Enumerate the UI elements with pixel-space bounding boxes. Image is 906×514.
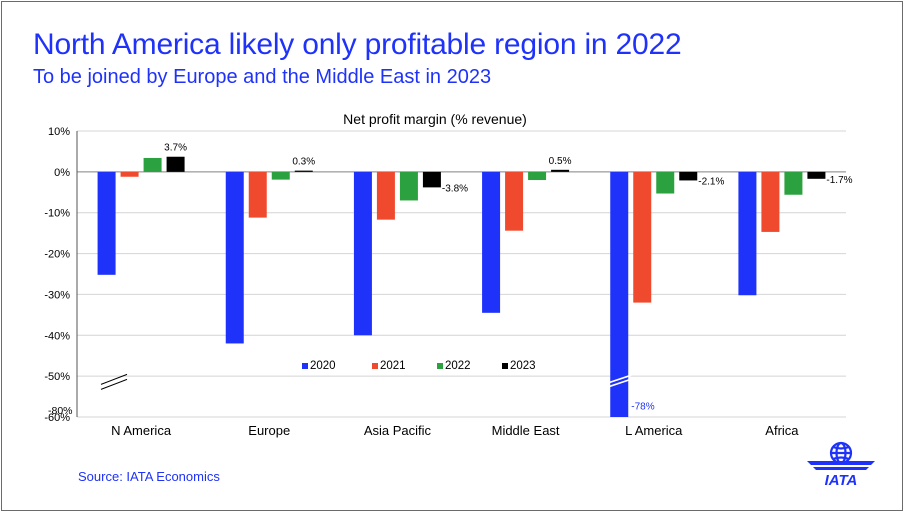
bar-2020-n-america <box>97 171 116 275</box>
axis-break-label: -80% <box>48 405 73 417</box>
x-tick-label: L America <box>625 423 683 438</box>
x-tick-label: Asia Pacific <box>364 423 432 438</box>
bar-2023-africa <box>807 171 826 179</box>
legend-label: 2022 <box>445 360 471 372</box>
y-tick-label: -20% <box>44 249 70 261</box>
legend-swatch <box>302 363 308 369</box>
chart-title: Net profit margin (% revenue) <box>343 111 527 127</box>
bar-2022-middle-east <box>528 171 547 181</box>
data-label: 0.3% <box>292 157 315 168</box>
bar-2021-middle-east <box>505 171 524 231</box>
x-tick-label: Europe <box>248 423 290 438</box>
axis-break-mark <box>100 373 128 385</box>
bar-break-mark <box>606 378 632 388</box>
x-tick-label: Africa <box>765 423 799 438</box>
axis-break-mark <box>100 378 128 390</box>
bar-2023-asia-pacific <box>422 171 441 188</box>
bars <box>97 156 826 417</box>
y-tick-label: -40% <box>44 330 70 342</box>
bar-2023-n-america <box>166 156 185 172</box>
y-tick-label: -50% <box>44 371 70 383</box>
bar-2021-africa <box>761 171 780 232</box>
gridlines <box>77 130 846 418</box>
y-tick-label: -10% <box>44 208 70 220</box>
data-label: 0.5% <box>549 156 572 167</box>
bar-2021-asia-pacific <box>376 171 395 220</box>
data-label: -1.7% <box>826 175 852 186</box>
bar-2022-europe <box>271 171 290 180</box>
x-tick-label: Middle East <box>492 423 560 438</box>
source-note: Source: IATA Economics <box>78 469 220 484</box>
data-labels: 3.7% 0.3% -3.8% 0.5% -2.1% -1.7% -78% <box>164 143 852 413</box>
legend-label: 2023 <box>510 360 536 372</box>
legend-swatch <box>502 363 508 369</box>
page-subtitle: To be joined by Europe and the Middle Ea… <box>33 66 492 88</box>
bar-2020-asia-pacific <box>353 171 372 336</box>
iata-logo: IATA <box>807 441 875 487</box>
bar-2021-l-america <box>633 171 652 303</box>
data-label: -3.8% <box>442 183 468 194</box>
y-axis: 10% 0% -10% -20% -30% -40% -50% -60%-80% <box>44 126 128 424</box>
x-tick-label: N America <box>111 423 172 438</box>
bar-2022-l-america <box>656 171 675 194</box>
y-tick-label: 0% <box>54 167 70 179</box>
y-tick-label: -30% <box>44 289 70 301</box>
data-label: 3.7% <box>164 143 187 154</box>
svg-text:IATA: IATA <box>825 472 858 487</box>
bar-2021-europe <box>248 171 267 218</box>
bar-2021-n-america <box>120 171 139 177</box>
legend-swatch <box>437 363 443 369</box>
bar-2023-middle-east <box>551 169 570 172</box>
chart-legend: 2020 2021 2022 2023 <box>302 360 536 372</box>
y-tick-label: 10% <box>48 126 70 138</box>
bar-break-mark <box>606 374 632 384</box>
data-label: -78% <box>631 402 654 413</box>
bar-2020-middle-east <box>482 171 501 313</box>
bar-2022-n-america <box>143 157 162 172</box>
bar-2020-l-america <box>610 171 629 417</box>
bar-2020-africa <box>738 171 757 296</box>
bar-2023-l-america <box>679 171 698 181</box>
legend-label: 2021 <box>380 360 406 372</box>
data-label: -2.1% <box>698 176 724 187</box>
bar-2022-africa <box>784 171 803 195</box>
x-axis: N America Europe Asia Pacific Middle East L … <box>111 423 799 438</box>
legend-label: 2020 <box>310 360 336 372</box>
legend-swatch <box>372 363 378 369</box>
bar-2023-europe <box>294 170 313 172</box>
bar-2020-europe <box>225 171 244 344</box>
bar-2022-asia-pacific <box>399 171 418 201</box>
page-title: North America likely only profitable reg… <box>33 28 682 61</box>
y-tick-label: -60% <box>44 412 70 424</box>
